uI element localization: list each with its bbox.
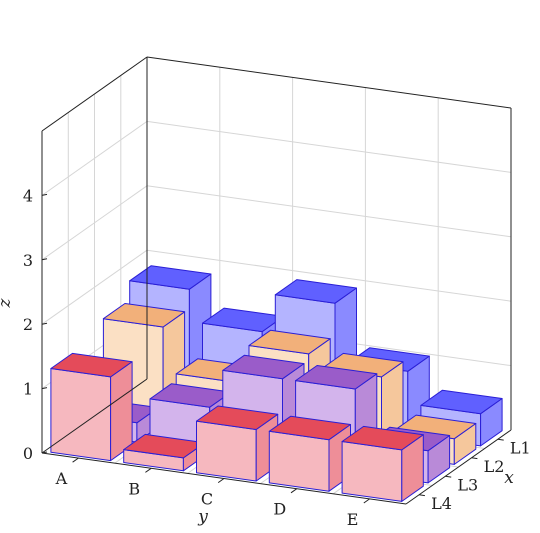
bar-L4-A	[50, 352, 133, 462]
gridline-rear-z-4	[146, 120, 512, 173]
z-tick-4	[41, 193, 48, 196]
z-tick-label: 2	[23, 315, 33, 334]
z-tick-2	[41, 322, 48, 325]
bar-L4-C	[196, 405, 279, 482]
bar-face-top	[222, 354, 305, 380]
x-tick-label: L4	[431, 494, 452, 513]
axis-edge-x-front	[405, 429, 512, 505]
bar-L4-E	[341, 425, 424, 502]
z-tick-1	[41, 387, 48, 390]
axis-edge-y-top	[146, 56, 512, 109]
bars-layer	[50, 265, 503, 502]
z-tick-label: 1	[23, 380, 33, 399]
x-tick-1	[471, 457, 478, 460]
x-tick-label: L3	[457, 475, 478, 494]
y-tick-label: D	[273, 500, 286, 519]
x-tick-2	[445, 475, 452, 478]
axis-edge-x-top	[41, 56, 148, 132]
labels-layer: z y x 0 1 2 3 4 A B C D E L1 L2 L3 L4	[0, 186, 531, 529]
bar-face-top	[102, 303, 186, 328]
x-tick-label: L1	[510, 438, 531, 457]
y-tick-3	[290, 488, 298, 494]
bar-face-top	[268, 415, 351, 441]
bar-face-top	[420, 389, 503, 415]
y-tick-label: C	[201, 490, 213, 509]
bar-face-top	[248, 329, 331, 355]
x-tick-3	[419, 494, 425, 497]
z-axis-label: z	[0, 297, 15, 308]
y-axis-label: y	[197, 507, 208, 527]
bar-face-top	[274, 279, 357, 304]
z-tick-3	[41, 258, 48, 261]
y-tick-label: E	[347, 510, 359, 529]
y-tick-label: A	[55, 469, 68, 488]
gridline-rear-z-3	[146, 185, 512, 238]
box-edges	[41, 56, 512, 505]
bar-L4-D	[268, 415, 351, 492]
x-tick-label: L2	[484, 457, 505, 476]
bar-face-top	[341, 425, 424, 451]
z-tick-label: 4	[23, 186, 33, 205]
y-tick-0	[72, 457, 79, 463]
y-tick-label: B	[128, 479, 140, 498]
y-tick-1	[145, 467, 152, 473]
bar-face-front	[196, 420, 257, 482]
gridline-rear-z-2	[146, 249, 512, 302]
bar-face-front	[50, 368, 112, 462]
bar-face-top	[295, 365, 378, 390]
x-axis-label: x	[504, 468, 514, 488]
z-tick-0	[41, 451, 48, 454]
z-tick-label: 0	[23, 444, 33, 463]
y-tick-4	[363, 498, 370, 504]
x-tick-0	[497, 438, 504, 441]
z-tick-label: 3	[23, 251, 33, 270]
axis-edge-x-left	[41, 378, 148, 454]
bar-face-front	[268, 430, 330, 492]
bar-face-top	[50, 352, 133, 378]
bar-face-top	[129, 265, 212, 290]
y-tick-2	[217, 478, 225, 484]
bar-face-top	[196, 405, 279, 430]
bar-face-front	[341, 441, 403, 502]
